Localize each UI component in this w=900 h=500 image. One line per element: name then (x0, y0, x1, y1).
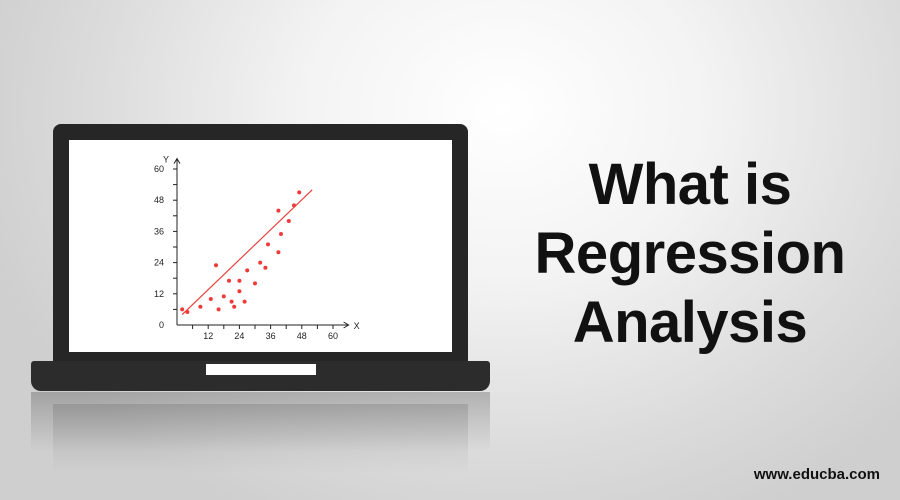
scatter-point (292, 203, 296, 208)
scatter-point (263, 265, 268, 270)
scatter-point (221, 294, 226, 299)
scatter-point (253, 281, 257, 286)
laptop-base (31, 361, 490, 391)
x-tick-label: 60 (328, 331, 338, 341)
y-tick-label: 36 (154, 226, 164, 236)
scatter-point (232, 304, 237, 309)
laptop-lid-reflection (53, 404, 468, 474)
y-axis-arrow (173, 157, 181, 164)
title-line-2: Regression (534, 221, 846, 286)
scatter-point (245, 268, 250, 273)
scatter-point (198, 304, 203, 309)
scatter-point (237, 278, 242, 283)
scatter-point (185, 310, 190, 314)
title-line-3: Analysis (572, 290, 808, 355)
laptop-lid: X Y 12 24 36 48 60 0 12 24 36 48 60 (53, 124, 468, 361)
y-tick-label: 0 (159, 320, 164, 330)
x-tick-label: 24 (234, 331, 244, 341)
scatter-point (227, 278, 231, 283)
scatter-point (276, 208, 281, 213)
scatter-point (237, 289, 242, 294)
scatter-point (214, 263, 218, 268)
scatter-point (242, 299, 247, 304)
x-tick-label: 12 (203, 331, 213, 341)
laptop-screen: X Y 12 24 36 48 60 0 12 24 36 48 60 (69, 140, 452, 352)
laptop-trackpad-slot (206, 364, 316, 375)
y-tick-label: 48 (154, 195, 164, 205)
scatter-point (276, 250, 281, 255)
y-axis-label: Y (163, 155, 169, 165)
scatter-point (266, 242, 270, 247)
scatter-point (297, 190, 302, 195)
x-axis-arrow (343, 321, 350, 329)
scatter-point (279, 232, 283, 236)
y-tick-label: 60 (154, 164, 164, 174)
page-title: What is Regression Analysis (500, 150, 880, 357)
y-tick-label: 12 (154, 289, 164, 299)
x-tick-label: 48 (297, 331, 307, 341)
y-tick-label: 24 (154, 258, 164, 268)
laptop-reflection (31, 392, 490, 452)
scatter-point (229, 299, 234, 304)
scatter-point (286, 219, 291, 223)
scatter-point (180, 307, 185, 312)
title-line-1: What is (588, 152, 792, 217)
scatter-point (208, 297, 213, 301)
scatter-chart: X Y 12 24 36 48 60 0 12 24 36 48 60 (154, 155, 360, 341)
website-url: www.educba.com (753, 466, 880, 483)
regression-line (181, 189, 313, 316)
scatter-point (216, 307, 221, 312)
scatter-point (258, 260, 263, 265)
x-axis-label: X (354, 321, 360, 331)
x-tick-label: 36 (266, 331, 276, 341)
